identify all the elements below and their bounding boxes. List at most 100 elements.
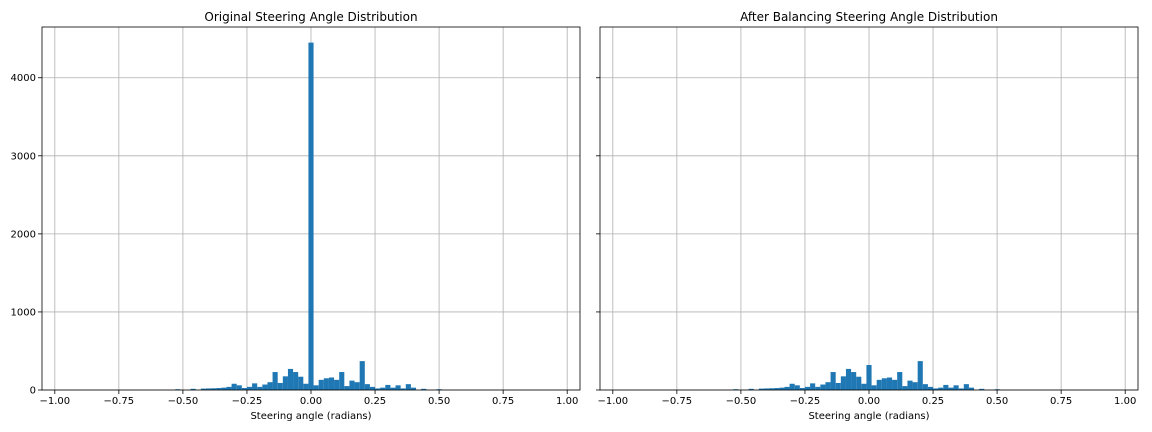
histogram-bar xyxy=(763,388,770,390)
histogram-bar xyxy=(835,382,841,390)
y-tick-label: 2000 xyxy=(11,229,36,240)
histogram-bar xyxy=(328,377,335,390)
x-axis-label: Steering angle (radians) xyxy=(808,411,929,422)
histogram-bar xyxy=(339,372,345,390)
histogram-bar xyxy=(979,388,985,390)
histogram-bar xyxy=(252,383,258,390)
x-tick-label: −1.00 xyxy=(39,396,70,407)
histogram-bar xyxy=(313,385,319,390)
x-tick-label: −0.50 xyxy=(726,396,757,407)
histogram-bar xyxy=(933,388,939,390)
histogram-bars xyxy=(175,42,442,390)
histogram-bar xyxy=(845,368,852,390)
histogram-bar xyxy=(221,387,227,390)
histogram-bar xyxy=(287,368,294,390)
histogram-bar xyxy=(241,388,247,390)
histogram-bar xyxy=(405,384,411,390)
x-tick-label: −0.25 xyxy=(790,396,821,407)
histogram-bar xyxy=(262,384,268,390)
histogram-bar xyxy=(272,372,278,390)
histogram-bar xyxy=(789,383,795,390)
histogram-bar xyxy=(866,365,872,390)
histogram-bar xyxy=(282,376,288,390)
y-tick-label: 4000 xyxy=(11,73,36,84)
x-tick-label: 0.00 xyxy=(858,396,880,407)
histogram-bar xyxy=(277,382,283,390)
histogram-bar xyxy=(303,383,309,390)
y-tick-label: 1000 xyxy=(11,307,36,318)
x-tick-label: 0.50 xyxy=(986,396,1008,407)
histogram-bar xyxy=(851,372,857,390)
balanced-histogram-panel: After Balancing Steering Angle Distribut… xyxy=(596,10,1139,422)
histogram-bar xyxy=(257,386,263,390)
x-tick-label: −0.75 xyxy=(104,396,135,407)
histogram-bar xyxy=(349,380,355,390)
histogram-bar xyxy=(922,384,928,390)
histogram-bar xyxy=(830,372,836,390)
histogram-bar xyxy=(298,376,304,390)
x-tick-label: 0.75 xyxy=(492,396,514,407)
x-tick-label: −0.75 xyxy=(662,396,693,407)
histogram-bar xyxy=(799,388,805,390)
histogram-bar xyxy=(369,386,376,390)
histogram-bar xyxy=(344,386,350,390)
histogram-bar xyxy=(948,387,954,390)
original-histogram-panel: Original Steering Angle Distribution Ste… xyxy=(11,10,581,422)
x-tick-label: 0.50 xyxy=(428,396,450,407)
histogram-bar xyxy=(267,382,273,390)
histogram-bar xyxy=(815,386,821,390)
histogram-bar xyxy=(354,382,360,390)
histogram-bar xyxy=(968,387,975,390)
x-tick-label: −1.00 xyxy=(597,396,628,407)
x-tick-label: 1.00 xyxy=(556,396,578,407)
x-tick-label: −0.25 xyxy=(232,396,263,407)
histogram-bar xyxy=(892,379,898,390)
histogram-bar xyxy=(190,388,196,390)
histogram-bar xyxy=(410,387,417,390)
histogram-bars xyxy=(733,361,1000,390)
histogram-bar xyxy=(293,372,299,390)
histogram-bar xyxy=(907,380,913,390)
x-axis-label: Steering angle (radians) xyxy=(250,411,371,422)
histogram-bar xyxy=(927,386,934,390)
histogram-bar xyxy=(380,387,386,390)
histogram-bar xyxy=(794,385,800,390)
histogram-bar xyxy=(758,388,764,390)
histogram-bar xyxy=(774,388,780,390)
histogram-bar xyxy=(840,376,846,390)
histogram-bar xyxy=(938,387,944,390)
histogram-bar xyxy=(943,384,949,390)
histogram-bar xyxy=(861,383,867,390)
x-tick-label: 0.25 xyxy=(364,396,386,407)
histogram-bar xyxy=(231,383,237,390)
histogram-bar xyxy=(881,378,887,390)
histogram-bar xyxy=(779,387,785,390)
histogram-bar xyxy=(236,385,242,390)
histogram-bar xyxy=(963,384,969,390)
histogram-bar xyxy=(769,388,775,390)
histogram-bar xyxy=(897,372,903,390)
histogram-bar xyxy=(748,388,754,390)
histogram-bar xyxy=(400,388,406,390)
histogram-bar xyxy=(804,386,811,390)
histogram-bar xyxy=(825,382,831,390)
histogram-bar xyxy=(953,385,959,390)
chart-title: Original Steering Angle Distribution xyxy=(204,10,417,24)
histogram-bar xyxy=(318,379,324,390)
histogram-bar xyxy=(364,384,370,390)
histogram-bar xyxy=(810,383,816,390)
histogram-bar xyxy=(246,386,253,390)
x-tick-label: 1.00 xyxy=(1114,396,1136,407)
y-tick-label: 0 xyxy=(30,386,36,397)
x-tick-label: 0.75 xyxy=(1050,396,1072,407)
chart-title: After Balancing Steering Angle Distribut… xyxy=(740,10,998,24)
histogram-bar xyxy=(211,388,217,390)
histogram-bar xyxy=(784,386,790,390)
histogram-bar xyxy=(359,361,365,390)
x-tick-label: 0.25 xyxy=(922,396,944,407)
histogram-bar xyxy=(886,377,893,390)
histogram-bar xyxy=(871,385,877,390)
histogram-bar xyxy=(390,387,396,390)
histogram-bar xyxy=(958,388,964,390)
